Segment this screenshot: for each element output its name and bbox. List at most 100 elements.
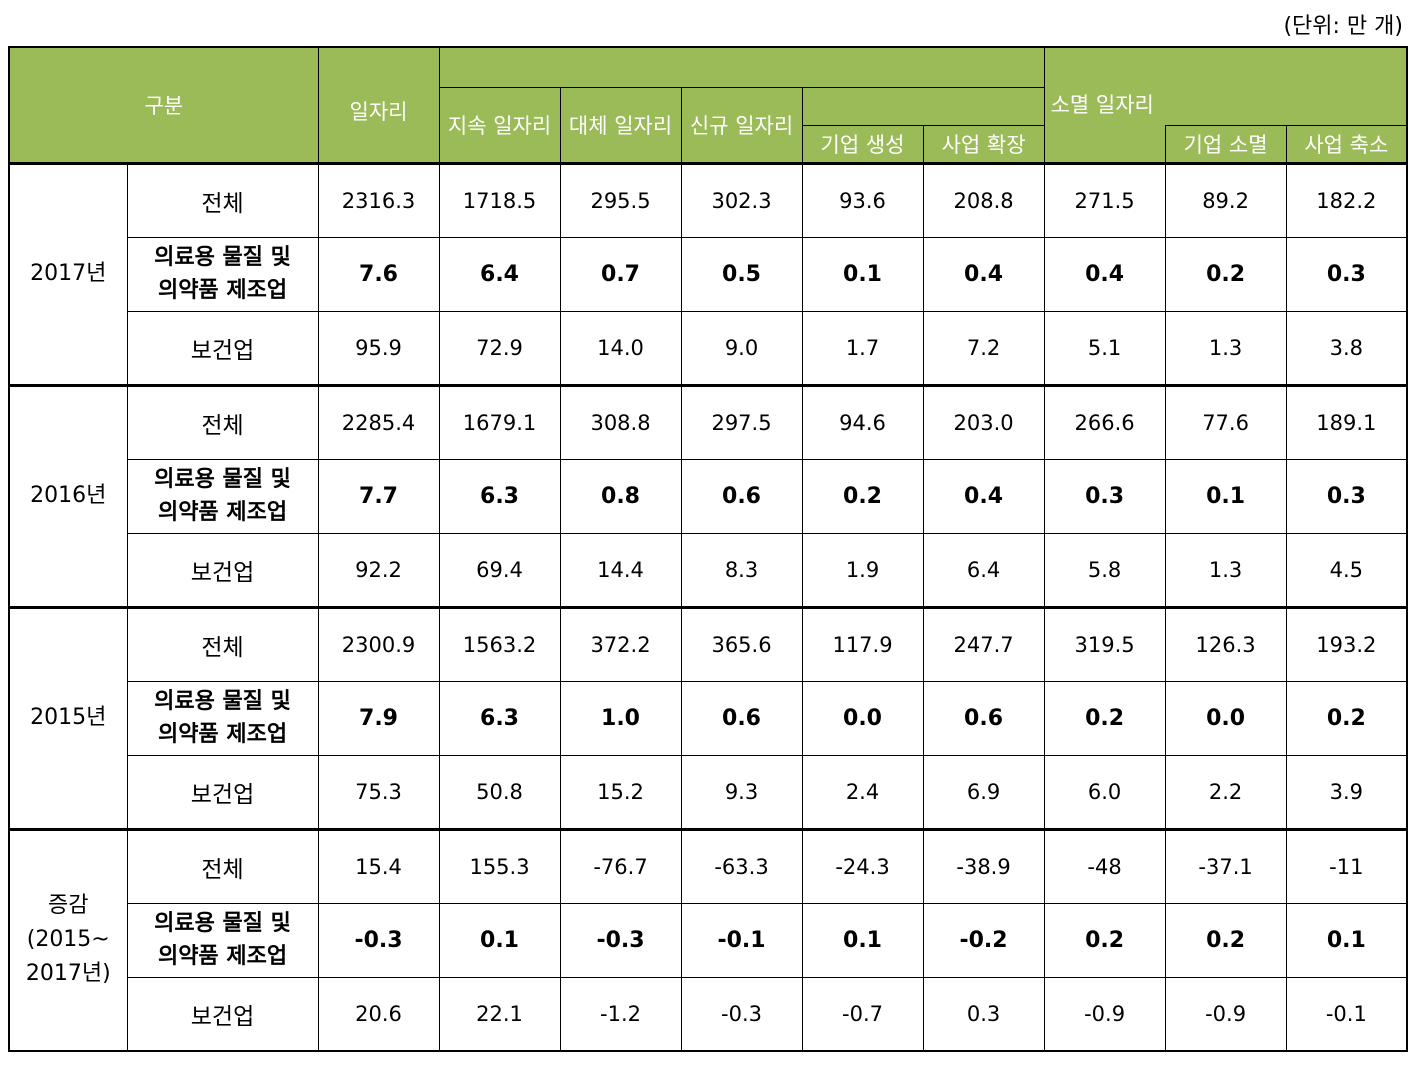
value-cell: 69.4 [438, 532, 561, 608]
value-cell: 0.2 [1043, 902, 1166, 978]
value-cell: 2.4 [801, 754, 924, 830]
value-cell: 0.0 [1164, 680, 1287, 756]
value-cell: -0.9 [1164, 976, 1287, 1052]
value-cell: 72.9 [438, 310, 561, 386]
value-cell: 7.9 [317, 680, 440, 756]
header-category: 구분 [8, 46, 319, 164]
value-cell: 89.2 [1164, 161, 1287, 238]
value-cell: -0.7 [801, 976, 924, 1052]
value-cell: 2300.9 [317, 605, 440, 682]
value-cell: 302.3 [680, 161, 803, 238]
value-cell: 0.2 [1285, 680, 1408, 756]
value-cell: 1679.1 [438, 383, 561, 460]
value-cell: 1563.2 [438, 605, 561, 682]
value-cell: 271.5 [1043, 161, 1166, 238]
value-cell: 93.6 [801, 161, 924, 238]
value-cell: 0.5 [680, 236, 803, 312]
value-cell: 0.2 [1164, 902, 1287, 978]
header-destroyed: 소멸 일자리 [1043, 46, 1408, 125]
value-cell: 2.2 [1164, 754, 1287, 830]
value-cell: 9.3 [680, 754, 803, 830]
value-cell: 0.3 [1043, 458, 1166, 534]
value-cell: 0.7 [559, 236, 682, 312]
table-row: 보건업 20.6 22.1 -1.2 -0.3 -0.7 0.3 -0.9 -0.9 -0.1 [9, 976, 1408, 1052]
value-cell: 3.8 [1285, 310, 1408, 386]
value-cell: 0.2 [1043, 680, 1166, 756]
job-statistics-table: 구분 일자리 소멸 일자리 지속 일자리 대체 일자리 신규 일자리 기업 생성… [8, 46, 1409, 1052]
header-spacer [439, 46, 1045, 88]
value-cell: -24.3 [801, 827, 924, 904]
row-label: 보건업 [126, 310, 319, 386]
value-cell: 6.9 [922, 754, 1045, 830]
value-cell: 95.9 [317, 310, 440, 386]
value-cell: 8.3 [680, 532, 803, 608]
value-cell: 0.1 [1285, 902, 1408, 978]
value-cell: 372.2 [559, 605, 682, 682]
value-cell: 0.1 [438, 902, 561, 978]
table-row: 의료용 물질 및 의약품 제조업 -0.3 0.1 -0.3 -0.1 0.1 -0.2 0.… [9, 902, 1408, 978]
row-label: 전체 [126, 605, 319, 682]
value-cell: 6.3 [438, 458, 561, 534]
value-cell: -0.9 [1043, 976, 1166, 1052]
value-cell: 0.4 [1043, 236, 1166, 312]
value-cell: 0.3 [1285, 458, 1408, 534]
table-row: 의료용 물질 및 의약품 제조업 7.7 6.3 0.8 0.6 0.2 0.4 0.3 0.1… [9, 458, 1408, 534]
table-row: 보건업 75.3 50.8 15.2 9.3 2.4 6.9 6.0 2.2 3.9 [9, 754, 1408, 830]
value-cell: 0.6 [680, 458, 803, 534]
row-label: 의료용 물질 및 의약품 제조업 [126, 680, 319, 756]
value-cell: 6.0 [1043, 754, 1166, 830]
value-cell: 297.5 [680, 383, 803, 460]
table-row: 2017년 전체 2316.3 1718.5 295.5 302.3 93.6 208.8 27… [8, 161, 1408, 386]
value-cell: 266.6 [1043, 383, 1166, 460]
value-cell: 189.1 [1285, 383, 1408, 460]
value-cell: 14.0 [559, 310, 682, 386]
value-cell: 117.9 [801, 605, 924, 682]
value-cell: 7.6 [317, 236, 440, 312]
value-cell: -0.3 [317, 902, 440, 978]
table-row: 의료용 물질 및 의약품 제조업 7.9 6.3 1.0 0.6 0.0 0.6 0.2 0.0… [9, 680, 1408, 756]
header-business-expansion: 사업 확장 [922, 124, 1045, 164]
value-cell: 0.6 [922, 680, 1045, 756]
value-cell: 2316.3 [317, 161, 440, 238]
header-destroyed-spacer [1043, 125, 1166, 164]
value-cell: -0.3 [559, 902, 682, 978]
value-cell: 1.3 [1164, 532, 1287, 608]
value-cell: 7.2 [922, 310, 1045, 386]
year-cell: 증감 (2015~ 2017년) [8, 827, 128, 1052]
value-cell: 208.8 [922, 161, 1045, 238]
year-cell: 2016년 [8, 383, 128, 608]
value-cell: -0.2 [922, 902, 1045, 978]
value-cell: 308.8 [559, 383, 682, 460]
row-label: 보건업 [126, 754, 319, 830]
value-cell: 182.2 [1285, 161, 1408, 238]
year-cell: 2017년 [8, 161, 128, 386]
table-body: 2017년 전체 2316.3 1718.5 295.5 302.3 93.6 208.8 27… [8, 161, 1408, 1052]
value-cell: 1.0 [559, 680, 682, 756]
value-cell: -0.3 [680, 976, 803, 1052]
value-cell: 5.8 [1043, 532, 1166, 608]
table-row: 보건업 92.2 69.4 14.4 8.3 1.9 6.4 5.8 1.3 4.5 [9, 532, 1408, 608]
value-cell: 1718.5 [438, 161, 561, 238]
value-cell: 0.8 [559, 458, 682, 534]
value-cell: 203.0 [922, 383, 1045, 460]
value-cell: 75.3 [317, 754, 440, 830]
value-cell: 0.4 [922, 236, 1045, 312]
header-firm-creation: 기업 생성 [801, 124, 924, 164]
value-cell: 6.3 [438, 680, 561, 756]
value-cell: 0.2 [801, 458, 924, 534]
row-label: 의료용 물질 및 의약품 제조업 [126, 458, 319, 534]
row-label: 전체 [126, 383, 319, 460]
header-new-spacer [802, 86, 1045, 126]
value-cell: 126.3 [1164, 605, 1287, 682]
value-cell: 193.2 [1285, 605, 1408, 682]
value-cell: -0.1 [680, 902, 803, 978]
header-new-jobs: 신규 일자리 [680, 86, 803, 164]
value-cell: 15.2 [559, 754, 682, 830]
value-cell: 4.5 [1285, 532, 1408, 608]
row-label: 의료용 물질 및 의약품 제조업 [126, 902, 319, 978]
value-cell: -63.3 [680, 827, 803, 904]
value-cell: 9.0 [680, 310, 803, 386]
value-cell: -37.1 [1164, 827, 1287, 904]
value-cell: 247.7 [922, 605, 1045, 682]
value-cell: 6.4 [438, 236, 561, 312]
